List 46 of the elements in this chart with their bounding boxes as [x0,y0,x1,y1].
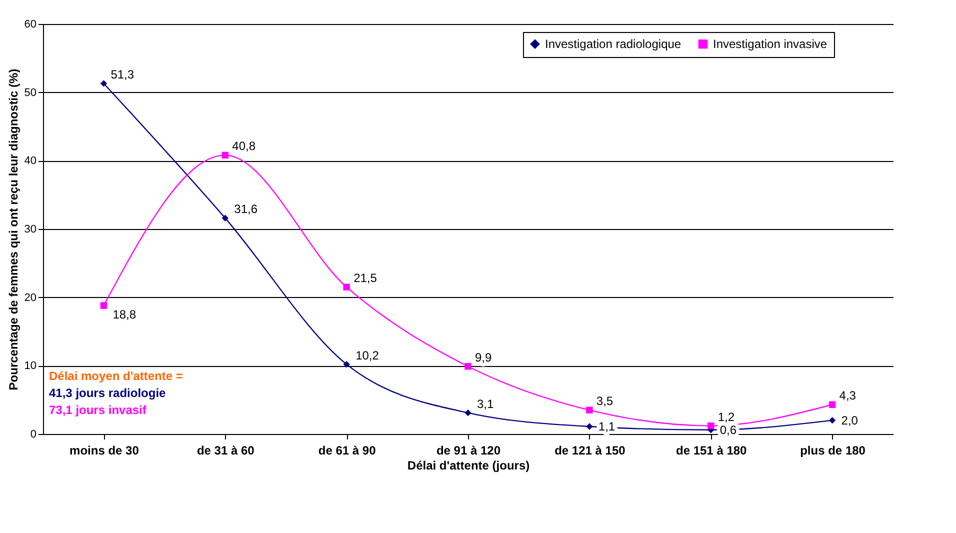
y-tick-label: 60 [24,18,36,30]
x-axis-title: Délai d'attente (jours) [407,458,530,472]
data-label: 31,6 [234,202,258,216]
data-label: 2,0 [841,413,858,428]
y-tick-label: 50 [24,86,36,99]
data-label: 21,5 [354,271,378,286]
data-label: 9,9 [475,350,492,364]
point [828,416,836,424]
point [464,409,472,416]
annotation: Délai moyen d'attente = [49,369,183,383]
data-label: 4,3 [839,388,856,403]
data-label: 3,5 [596,394,614,408]
x-tick-label: de 91 à 120 [436,444,501,458]
point [828,401,836,408]
point [586,406,593,414]
legend-label: Investigation radiologique [545,37,682,52]
x-tick-label: de 61 à 90 [318,444,376,458]
point [222,214,228,222]
annotation: 41,3 jours radiologie [49,386,166,400]
point [343,360,350,368]
x-tick-label: de 121 à 150 [554,444,626,458]
data-label: 1,2 [718,410,735,424]
point [586,423,593,430]
x-tick-label: plus de 180 [800,444,866,458]
point [464,362,472,370]
point [100,80,108,87]
legend-label: Investigation invasive [713,37,828,52]
data-label: 3,1 [477,396,494,411]
y-tick-label: 40 [24,155,36,168]
x-tick-label: de 151 à 180 [676,444,748,458]
x-tick-label: moins de 30 [70,444,140,458]
y-tick-label: 10 [24,360,36,372]
point [343,284,350,290]
data-label: 51,3 [110,67,134,82]
point [100,302,108,309]
y-tick-label: 0 [30,428,36,440]
data-label: 40,8 [232,139,256,154]
point [708,422,714,430]
data-label: 10,2 [356,348,380,362]
y-tick-label: 30 [24,224,36,236]
x-tick-label: de 31 à 60 [196,444,255,458]
data-label: 18,8 [112,308,136,322]
annotation: 73,1 jours invasif [49,403,148,417]
y-tick-label: 20 [24,292,36,304]
point [222,152,228,159]
y-axis-title: Pourcentage de femmes qui ont reçu leur diagnostic (%) [6,68,20,390]
